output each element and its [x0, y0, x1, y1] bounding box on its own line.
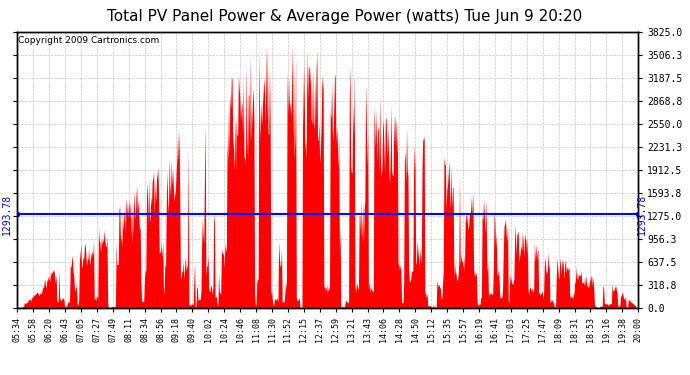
Text: Copyright 2009 Cartronics.com: Copyright 2009 Cartronics.com — [19, 36, 160, 45]
Text: 1293.78: 1293.78 — [2, 194, 12, 235]
Text: Total PV Panel Power & Average Power (watts) Tue Jun 9 20:20: Total PV Panel Power & Average Power (wa… — [108, 9, 582, 24]
Text: 1293.78: 1293.78 — [637, 194, 647, 235]
